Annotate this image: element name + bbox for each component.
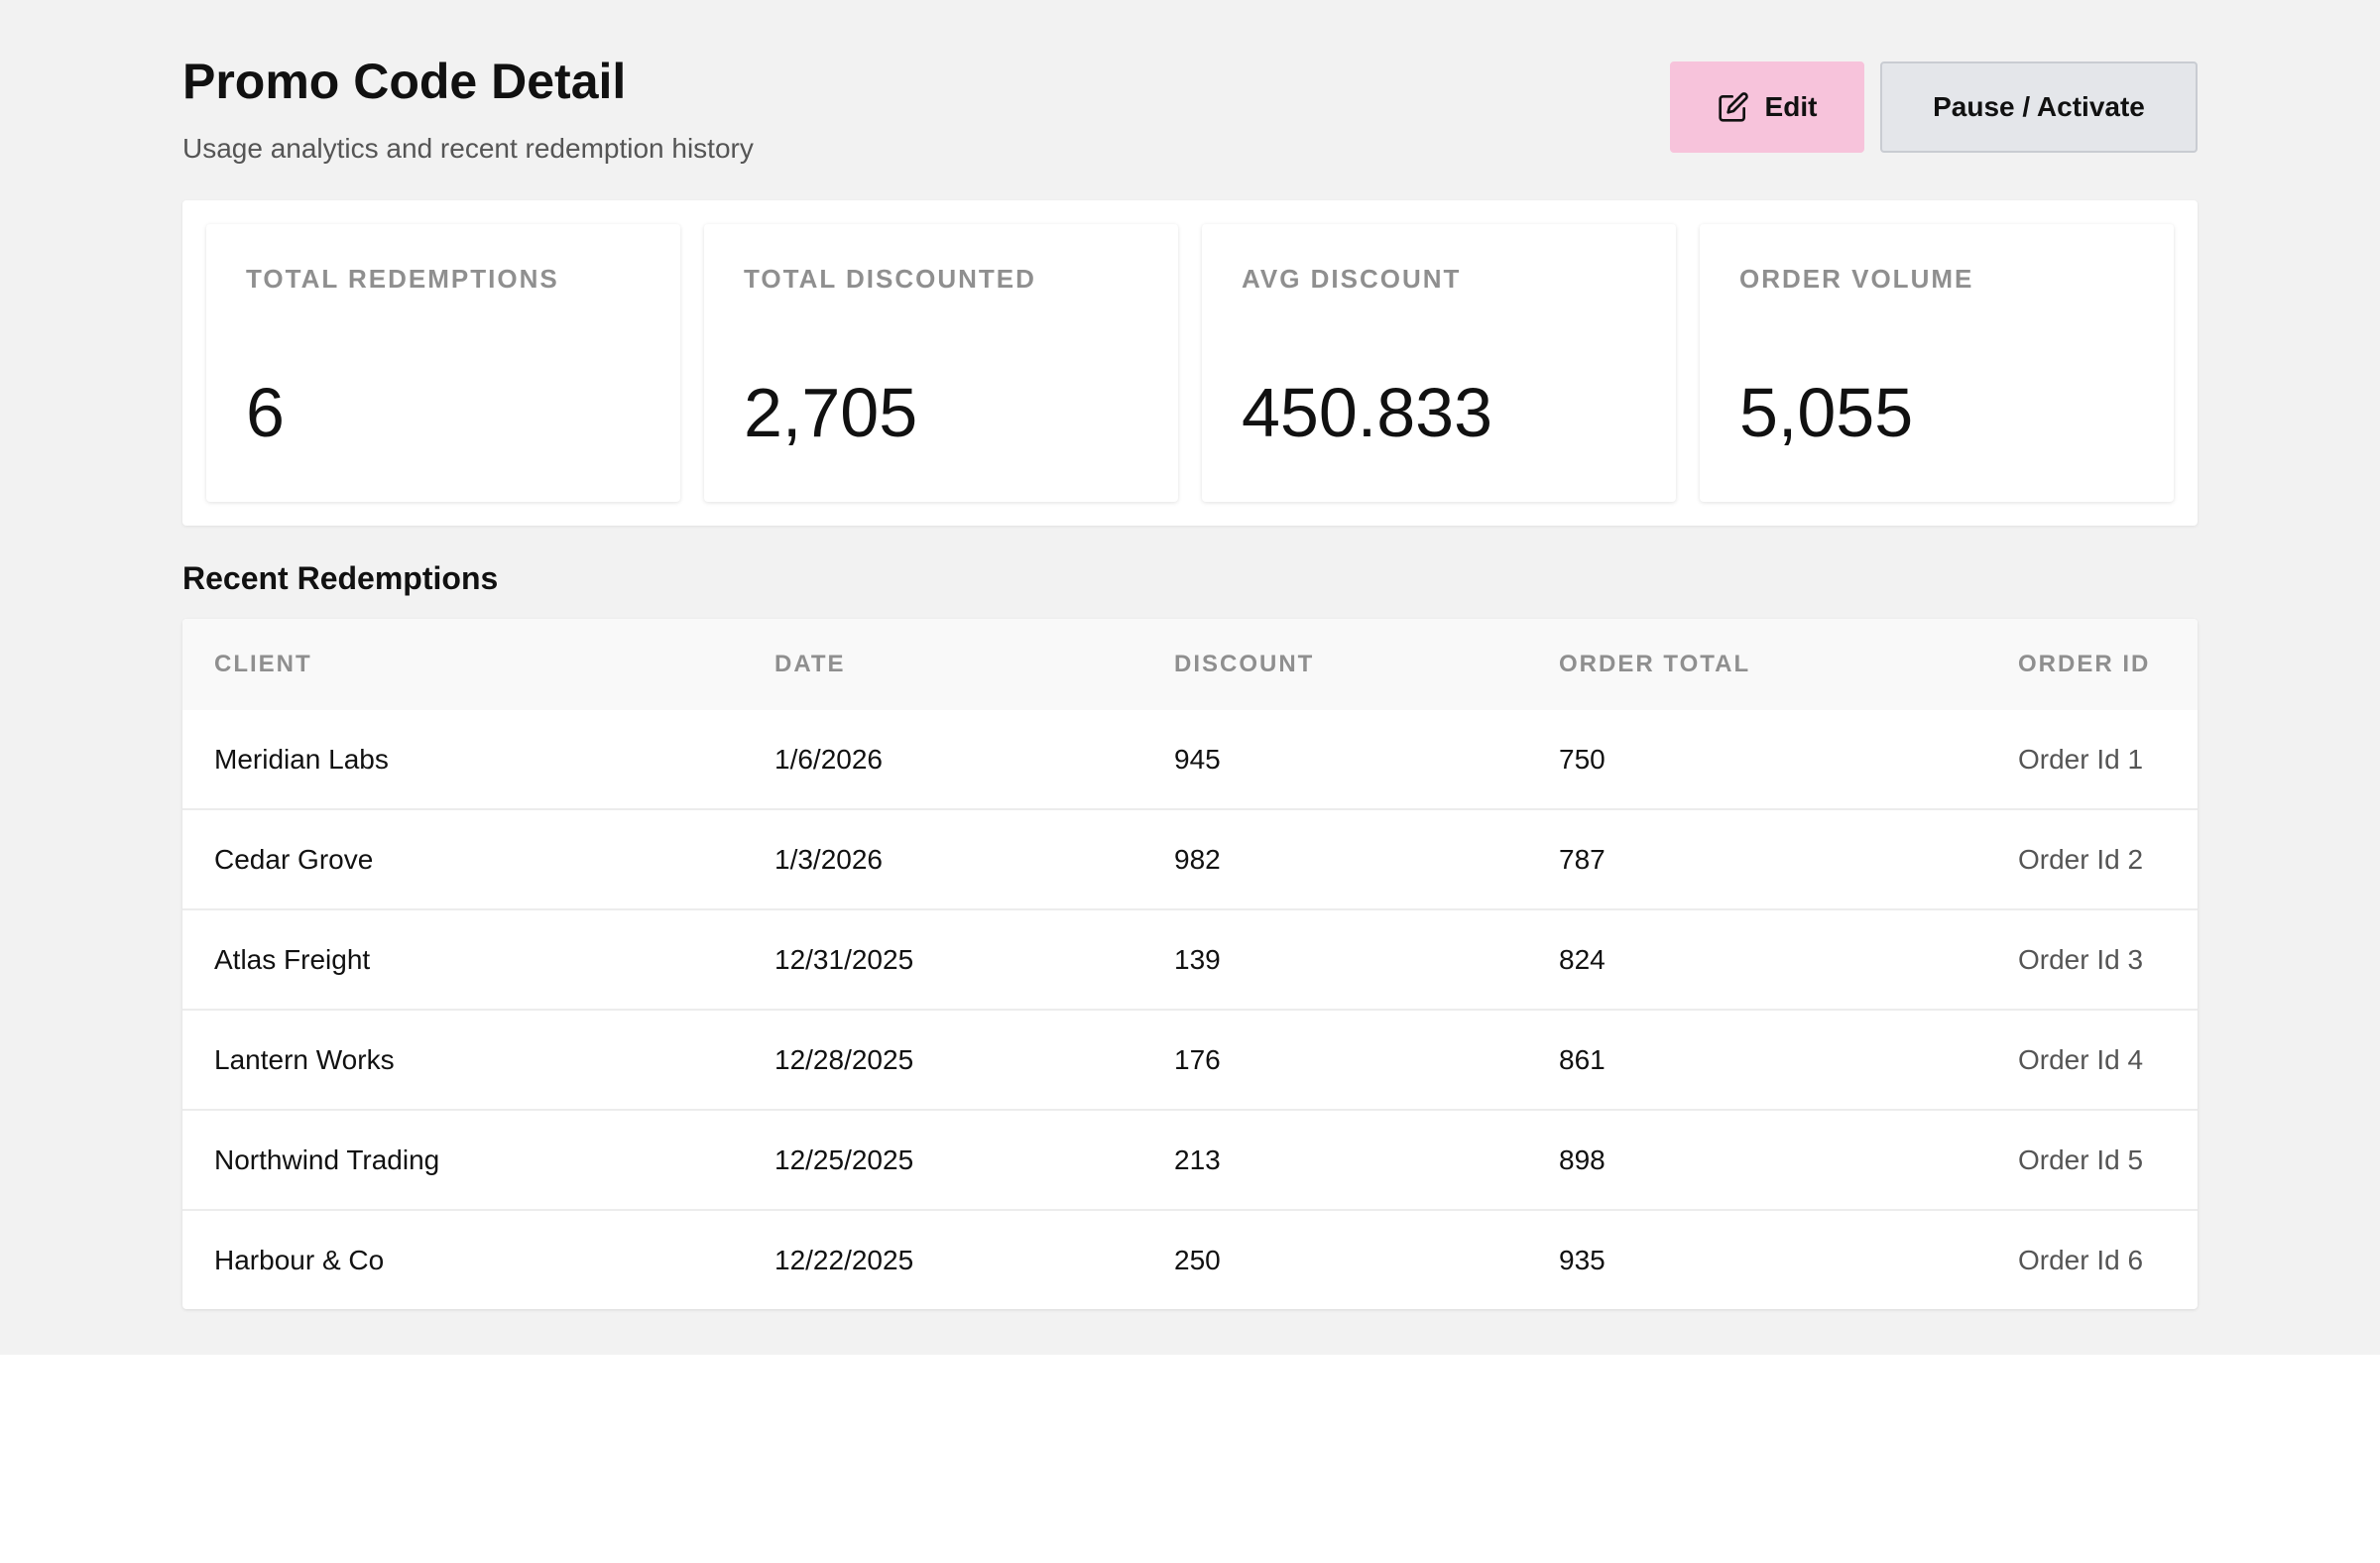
cell-client: Harbour & Co <box>182 1209 743 1309</box>
column-header-order-total[interactable]: ORDER TOTAL <box>1527 619 1986 710</box>
cell-order-id: Order Id 6 <box>1986 1209 2198 1309</box>
table-row[interactable]: Cedar Grove 1/3/2026 982 787 Order Id 2 <box>182 808 2198 909</box>
cell-order-total: 861 <box>1527 1009 1986 1110</box>
cell-discount: 945 <box>1174 743 1221 775</box>
cell-order-total: 898 <box>1527 1109 1986 1210</box>
cell-discount: 982 <box>1142 808 1527 909</box>
stat-value: 450.833 <box>1242 374 1493 451</box>
stat-label: TOTAL REDEMPTIONS <box>246 264 559 294</box>
cell-date: 12/25/2025 <box>743 1109 1142 1210</box>
cell-discount: 176 <box>1142 1009 1527 1110</box>
cell-client: Atlas Freight <box>182 908 743 1010</box>
stat-label: AVG DISCOUNT <box>1242 264 1462 294</box>
cell-client: Cedar Grove <box>182 808 743 909</box>
recent-redemptions-title: Recent Redemptions <box>182 560 499 596</box>
stat-value: 5,055 <box>1739 374 1914 451</box>
stat-value: 6 <box>246 374 285 451</box>
stat-label: ORDER VOLUME <box>1739 264 1974 294</box>
cell-order-total: 750 <box>1559 743 1606 775</box>
column-header-discount[interactable]: DISCOUNT <box>1142 619 1527 710</box>
edit-button-label: Edit <box>1764 91 1818 122</box>
stat-card-avg-discount: AVG DISCOUNT 450.833 <box>1202 224 1676 502</box>
edit-button[interactable]: Edit <box>1670 61 1864 153</box>
stat-value: 2,705 <box>744 374 918 451</box>
cell-discount: 213 <box>1142 1109 1527 1210</box>
table-row[interactable]: Harbour & Co 12/22/2025 250 935 Order Id… <box>182 1209 2198 1309</box>
column-header-date[interactable]: DATE <box>743 619 1142 710</box>
cell-discount: 250 <box>1142 1209 1527 1309</box>
column-header-client[interactable]: CLIENT <box>182 619 743 710</box>
table-row[interactable]: Atlas Freight 12/31/2025 139 824 Order I… <box>182 908 2198 1010</box>
cell-client: Meridian Labs <box>214 743 389 775</box>
cell-order-id: Order Id 4 <box>1986 1009 2198 1110</box>
cell-order-total: 824 <box>1527 908 1986 1010</box>
stats-panel: TOTAL REDEMPTIONS 6 TOTAL DISCOUNTED 2,7… <box>182 200 2198 526</box>
cell-order-total: 787 <box>1527 808 1986 909</box>
redemptions-table: CLIENT DATE DISCOUNT ORDER TOTAL ORDER I… <box>182 619 2198 1309</box>
cell-date: 12/22/2025 <box>743 1209 1142 1309</box>
table-row[interactable]: Lantern Works 12/28/2025 176 861 Order I… <box>182 1009 2198 1110</box>
table-header-row: CLIENT DATE DISCOUNT ORDER TOTAL ORDER I… <box>182 619 2198 710</box>
pencil-square-icon <box>1718 91 1749 123</box>
cell-order-id: Order Id 1 <box>2018 743 2144 775</box>
cell-order-id: Order Id 3 <box>1986 908 2198 1010</box>
cell-date: 12/31/2025 <box>743 908 1142 1010</box>
stat-card-total-redemptions: TOTAL REDEMPTIONS 6 <box>206 224 680 502</box>
cell-client: Northwind Trading <box>182 1109 743 1210</box>
header-actions: Edit Pause / Activate <box>1670 61 2198 153</box>
cell-discount: 139 <box>1142 908 1527 1010</box>
cell-order-id: Order Id 5 <box>1986 1109 2198 1210</box>
stat-card-order-volume: ORDER VOLUME 5,055 <box>1700 224 2174 502</box>
pause-activate-button[interactable]: Pause / Activate <box>1880 61 2198 153</box>
column-header-order-id[interactable]: ORDER ID <box>1986 619 2198 710</box>
table-row[interactable]: Northwind Trading 12/25/2025 213 898 Ord… <box>182 1109 2198 1210</box>
page-title: Promo Code Detail <box>182 54 627 109</box>
cell-order-id: Order Id 2 <box>1986 808 2198 909</box>
cell-date: 12/28/2025 <box>743 1009 1142 1110</box>
page-header: Promo Code Detail Usage analytics and re… <box>182 0 2198 200</box>
table-row[interactable]: Meridian Labs 1/6/2026 945 750 Order Id … <box>182 710 2198 809</box>
page-container: Promo Code Detail Usage analytics and re… <box>182 0 2198 1309</box>
cell-client: Lantern Works <box>182 1009 743 1110</box>
cell-date: 1/6/2026 <box>774 743 883 775</box>
cell-date: 1/3/2026 <box>743 808 1142 909</box>
page-subtitle: Usage analytics and recent redemption hi… <box>182 133 754 164</box>
stat-card-total-discounted: TOTAL DISCOUNTED 2,705 <box>704 224 1178 502</box>
cell-order-total: 935 <box>1527 1209 1986 1309</box>
stat-label: TOTAL DISCOUNTED <box>744 264 1036 294</box>
